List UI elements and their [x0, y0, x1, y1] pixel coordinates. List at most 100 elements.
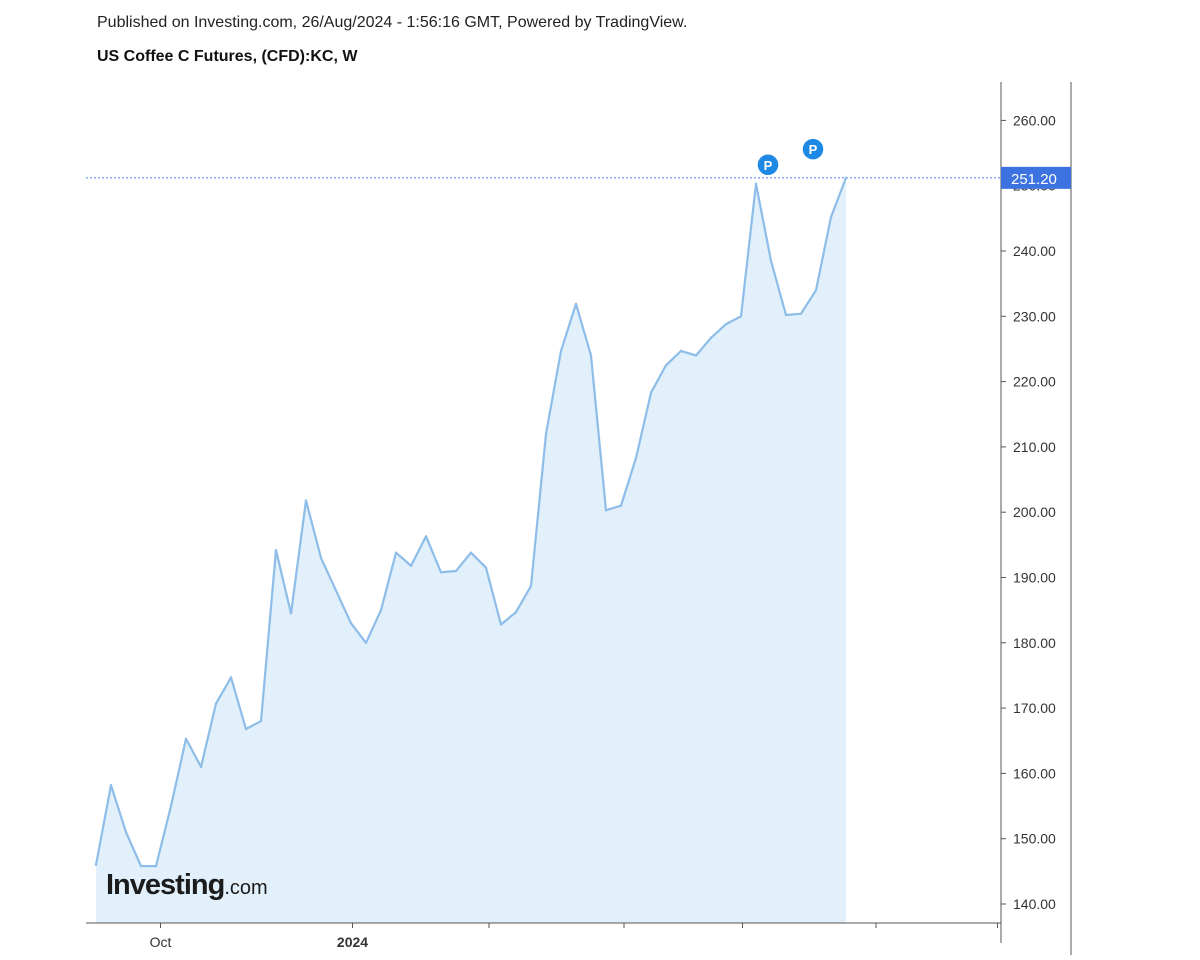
series-line-segment	[169, 737, 188, 808]
logo-brand: Investing	[106, 869, 225, 901]
y-tick-label: 240.00	[1013, 243, 1056, 259]
data-point	[529, 584, 533, 588]
series-line-segment	[454, 551, 473, 573]
series-line-segment	[499, 611, 518, 626]
data-point	[559, 349, 563, 353]
series-line-segment	[259, 548, 278, 723]
series-line-segment	[709, 323, 728, 339]
investing-logo: Investing.com	[106, 869, 268, 902]
y-tick-label: 140.00	[1013, 896, 1056, 912]
series-line-segment	[424, 535, 443, 574]
series-line-segment	[319, 556, 338, 592]
data-point	[94, 863, 98, 866]
data-point	[424, 535, 428, 538]
data-point	[199, 765, 203, 768]
data-point	[769, 259, 773, 262]
data-point	[124, 831, 128, 834]
series-line-segment	[484, 566, 503, 626]
data-point	[364, 641, 368, 644]
series-line-segment	[109, 784, 128, 834]
y-tick-label: 210.00	[1013, 439, 1056, 455]
series-line-segment	[814, 215, 833, 292]
data-point	[799, 312, 803, 315]
logo-suffix: .com	[224, 877, 268, 899]
area-fill	[96, 177, 846, 923]
series-line-segment	[679, 349, 698, 357]
data-point	[604, 509, 608, 512]
series-line-segment	[514, 584, 533, 614]
data-point	[454, 569, 458, 573]
data-point	[679, 349, 683, 353]
data-point	[844, 176, 848, 179]
data-point	[784, 313, 788, 317]
y-tick-label: 220.00	[1013, 374, 1056, 390]
series-line-segment	[604, 504, 623, 512]
series-line-segment	[229, 676, 248, 731]
series-line-segment	[649, 364, 668, 394]
data-point	[439, 571, 443, 574]
data-point	[664, 364, 668, 367]
series-line-segment	[289, 499, 308, 615]
series-line-segment	[799, 289, 818, 315]
series-line-segment	[529, 432, 548, 588]
series-line-segment	[184, 737, 203, 768]
y-tick-label: 260.00	[1013, 112, 1056, 128]
price-label-group: 251.20	[1001, 166, 1071, 189]
data-point	[649, 391, 653, 394]
series-line-group	[94, 176, 848, 868]
data-point	[184, 737, 188, 740]
y-tick-label: 160.00	[1013, 765, 1056, 781]
chart-title: US Coffee C Futures, (CFD):KC, W	[97, 48, 358, 65]
y-tick-label: 170.00	[1013, 700, 1056, 716]
data-point	[589, 354, 593, 357]
data-point	[409, 564, 413, 567]
data-point	[289, 612, 293, 615]
series-line-segment	[754, 182, 773, 262]
series-line-segment	[394, 551, 413, 567]
series-line-segment	[634, 391, 653, 460]
data-point	[139, 865, 143, 868]
series-line-segment	[379, 551, 398, 612]
data-point	[274, 548, 278, 552]
data-point	[349, 622, 353, 625]
series-line-segment	[409, 535, 428, 567]
event-marker-icon[interactable]	[801, 137, 825, 161]
series-line-segment	[664, 349, 683, 367]
data-point	[619, 504, 623, 507]
data-point	[334, 589, 338, 592]
series-line-segment	[94, 784, 113, 866]
data-point	[169, 804, 173, 808]
series-line-segment	[199, 702, 218, 768]
data-point	[709, 336, 713, 339]
data-point	[694, 354, 698, 357]
area-fill-group	[96, 177, 846, 923]
series-line-segment	[694, 336, 713, 357]
data-point	[829, 215, 833, 219]
data-point	[754, 182, 758, 185]
data-point	[484, 566, 488, 569]
series-line-segment	[544, 349, 563, 435]
series-line-segment	[574, 302, 593, 357]
series-line-segment	[589, 354, 608, 512]
y-tick-label: 150.00	[1013, 831, 1056, 847]
data-point	[814, 289, 818, 292]
event-marker-icon[interactable]	[756, 153, 780, 177]
series-line-segment	[274, 548, 293, 615]
series-line-segment	[364, 609, 383, 644]
series-line-segment	[469, 551, 488, 569]
series-line-segment	[559, 302, 578, 353]
data-point	[109, 784, 113, 787]
series-line-segment	[334, 589, 353, 625]
current-price-badge	[1001, 166, 1071, 189]
data-point	[304, 499, 308, 502]
data-point	[229, 676, 233, 679]
x-tick-label: Oct	[150, 934, 172, 950]
y-tick-label: 230.00	[1013, 308, 1056, 324]
event-marker-label: P	[764, 158, 773, 173]
series-line-segment	[769, 259, 788, 317]
data-point	[469, 551, 473, 554]
y-tick-label: 200.00	[1013, 504, 1056, 520]
series-line-segment	[214, 676, 233, 705]
series-line-segment	[439, 569, 458, 574]
